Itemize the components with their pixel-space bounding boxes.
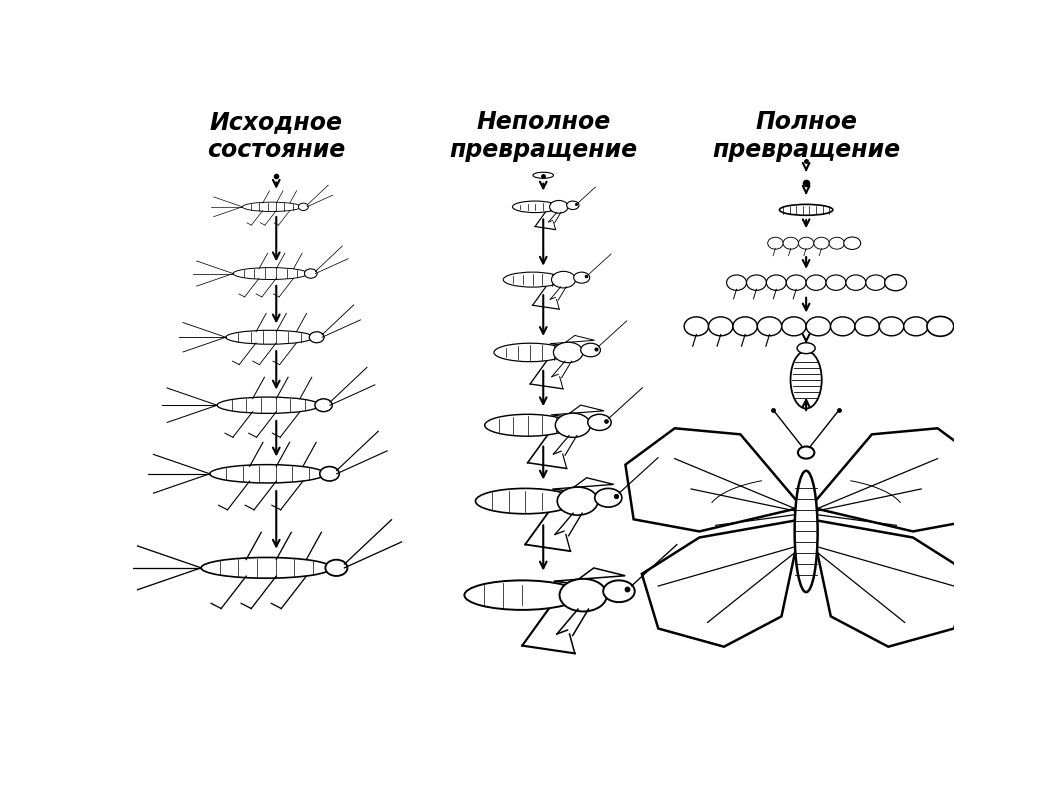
Ellipse shape <box>732 317 757 336</box>
Polygon shape <box>625 429 802 531</box>
Ellipse shape <box>464 581 580 610</box>
Ellipse shape <box>581 344 600 357</box>
Ellipse shape <box>746 275 766 290</box>
Ellipse shape <box>806 317 831 336</box>
Ellipse shape <box>550 200 568 214</box>
Polygon shape <box>552 478 614 491</box>
Ellipse shape <box>904 317 929 336</box>
Ellipse shape <box>684 317 708 336</box>
Ellipse shape <box>806 275 826 290</box>
Ellipse shape <box>512 201 558 213</box>
Ellipse shape <box>226 330 314 344</box>
Ellipse shape <box>494 344 566 362</box>
Ellipse shape <box>504 272 562 287</box>
Ellipse shape <box>567 201 579 210</box>
Ellipse shape <box>798 237 814 249</box>
Ellipse shape <box>210 465 325 483</box>
Polygon shape <box>810 429 987 531</box>
Ellipse shape <box>783 237 798 249</box>
Ellipse shape <box>767 237 783 249</box>
Ellipse shape <box>233 268 307 280</box>
Ellipse shape <box>587 414 612 430</box>
Ellipse shape <box>310 332 324 343</box>
Ellipse shape <box>558 487 598 515</box>
Ellipse shape <box>779 204 833 215</box>
Ellipse shape <box>553 342 583 362</box>
Ellipse shape <box>201 557 332 578</box>
Ellipse shape <box>304 269 317 278</box>
Ellipse shape <box>798 447 814 459</box>
Ellipse shape <box>325 559 348 576</box>
Polygon shape <box>641 519 802 647</box>
Ellipse shape <box>315 399 332 411</box>
Text: Исходное
состояние: Исходное состояние <box>207 110 346 162</box>
Ellipse shape <box>757 317 781 336</box>
Ellipse shape <box>844 237 861 250</box>
Ellipse shape <box>243 203 301 211</box>
Ellipse shape <box>795 470 817 592</box>
Ellipse shape <box>726 275 746 290</box>
Ellipse shape <box>926 317 954 336</box>
Ellipse shape <box>880 317 904 336</box>
Ellipse shape <box>595 489 622 507</box>
Ellipse shape <box>484 414 570 437</box>
Ellipse shape <box>560 579 607 611</box>
Ellipse shape <box>846 275 866 290</box>
Ellipse shape <box>551 271 576 288</box>
Polygon shape <box>551 405 604 417</box>
Ellipse shape <box>855 317 880 336</box>
Ellipse shape <box>787 275 806 290</box>
Text: Неполное
превращение: Неполное превращение <box>449 110 637 162</box>
Polygon shape <box>810 519 971 647</box>
Ellipse shape <box>476 489 575 514</box>
Polygon shape <box>553 568 625 583</box>
Ellipse shape <box>791 351 822 408</box>
Ellipse shape <box>866 275 886 290</box>
Ellipse shape <box>555 413 590 437</box>
Ellipse shape <box>885 274 906 291</box>
Ellipse shape <box>603 581 635 602</box>
Ellipse shape <box>217 397 320 414</box>
Ellipse shape <box>320 466 339 481</box>
Ellipse shape <box>781 317 807 336</box>
Ellipse shape <box>573 272 589 283</box>
Ellipse shape <box>708 317 732 336</box>
Ellipse shape <box>829 237 845 249</box>
Ellipse shape <box>831 317 855 336</box>
Ellipse shape <box>299 203 308 210</box>
Text: Полное
превращение: Полное превращение <box>712 110 900 162</box>
Ellipse shape <box>797 343 815 354</box>
Ellipse shape <box>814 237 829 249</box>
Ellipse shape <box>826 275 846 290</box>
Polygon shape <box>550 336 595 345</box>
Ellipse shape <box>766 275 787 290</box>
